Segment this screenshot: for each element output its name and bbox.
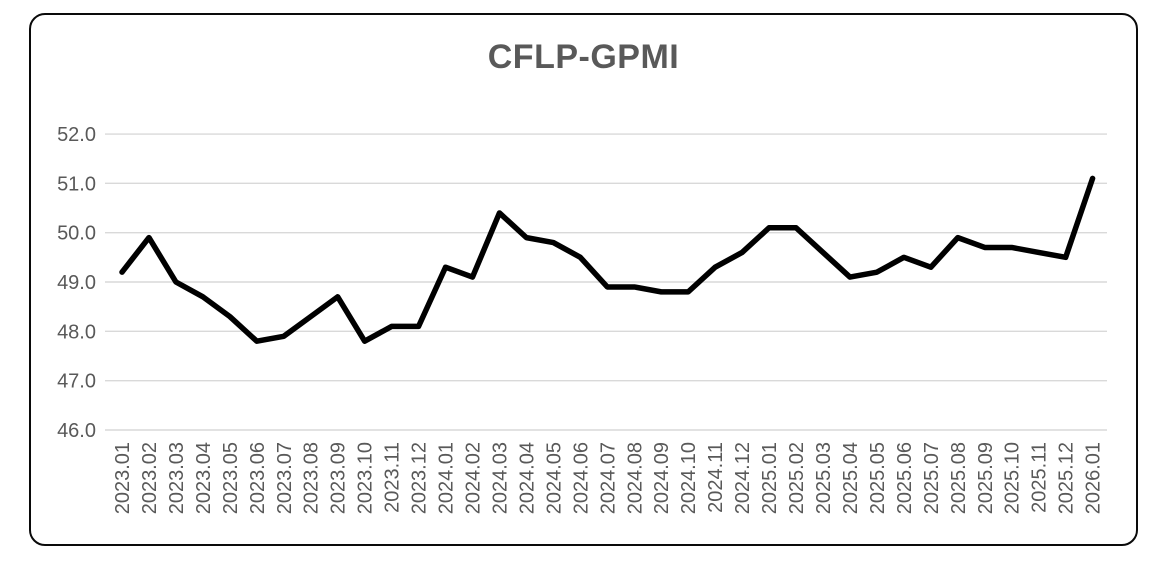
x-axis-tick-label: 2023.01: [112, 442, 134, 514]
x-axis-tick-label: 2023.02: [139, 442, 161, 514]
x-axis-tick-label: 2023.09: [328, 442, 350, 514]
x-axis-tick-label: 2025.08: [948, 442, 970, 514]
y-axis-tick-label: 49.0: [57, 272, 96, 294]
x-axis-tick-label: 2025.12: [1056, 442, 1078, 514]
x-axis-tick-label: 2025.05: [867, 442, 889, 514]
y-axis-tick-label: 47.0: [57, 371, 96, 393]
x-axis-tick-label: 2023.05: [220, 442, 242, 514]
x-axis-tick-label: 2024.01: [436, 442, 458, 514]
x-axis-tick-label: 2024.10: [678, 442, 700, 514]
y-axis-tick-label: 48.0: [57, 321, 96, 343]
x-axis-tick-label: 2023.08: [301, 442, 323, 514]
x-axis-tick-label: 2025.09: [975, 442, 997, 514]
x-axis-tick-label: 2026.01: [1083, 442, 1105, 514]
x-axis-tick-label: 2024.02: [462, 442, 484, 514]
x-axis-tick-label: 2025.07: [921, 442, 943, 514]
y-axis-tick-label: 52.0: [57, 124, 96, 146]
x-axis-tick-label: 2024.03: [489, 442, 511, 514]
chart-title: CFLP-GPMI: [487, 38, 680, 76]
x-axis-tick-label: 2023.10: [355, 442, 377, 514]
y-axis-tick-label: 46.0: [57, 420, 96, 442]
x-axis-tick-label: 2023.04: [193, 442, 215, 514]
x-axis-tick-label: 2025.11: [1029, 442, 1051, 513]
x-axis-tick-label: 2023.06: [247, 442, 269, 514]
x-axis-tick-label: 2025.02: [786, 442, 808, 514]
y-axis-tick-label: 51.0: [57, 173, 96, 195]
x-axis-tick-label: 2023.11: [382, 442, 404, 513]
x-axis-tick-label: 2024.05: [543, 442, 565, 514]
x-axis-tick-label: 2024.12: [732, 442, 754, 514]
x-axis-tick-label: 2023.03: [166, 442, 188, 514]
chart-frame: [29, 13, 1138, 546]
x-axis-tick-label: 2025.10: [1002, 442, 1024, 514]
x-axis-tick-label: 2024.09: [651, 442, 673, 514]
x-axis-tick-label: 2024.08: [624, 442, 646, 514]
x-axis-tick-label: 2025.06: [894, 442, 916, 514]
data-series-line: [119, 175, 1096, 344]
x-axis-tick-label: 2023.12: [409, 442, 431, 514]
y-axis-tick-label: 50.0: [57, 223, 96, 245]
x-axis-tick-label: 2025.04: [840, 442, 862, 514]
x-axis-tick-label: 2024.07: [597, 442, 619, 514]
x-axis-tick-label: 2023.07: [274, 442, 296, 514]
x-axis-tick-label: 2024.11: [705, 442, 727, 513]
x-axis-tick-label: 2025.01: [759, 442, 781, 514]
x-axis-tick-label: 2025.03: [813, 442, 835, 514]
x-axis-tick-label: 2024.04: [516, 442, 538, 514]
x-axis-tick-label: 2024.06: [570, 442, 592, 514]
